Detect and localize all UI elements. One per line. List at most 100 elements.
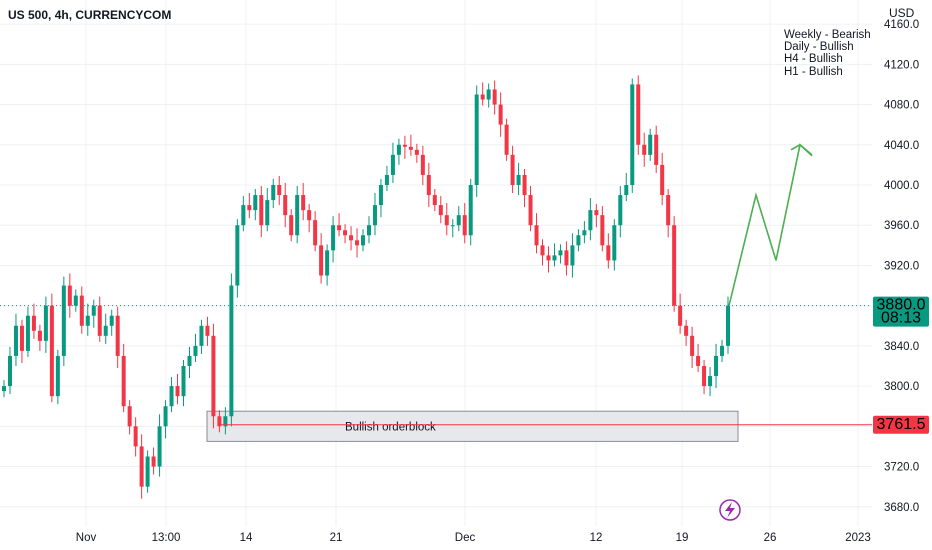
bullish-orderblock-zone[interactable]: Bullish orderblock — [206, 410, 739, 442]
candle-body — [301, 195, 306, 211]
candle-body — [708, 376, 713, 387]
bias-daily: Daily - Bullish — [784, 41, 854, 54]
candle-body — [361, 235, 366, 246]
candle-body — [229, 285, 234, 417]
time-tick-label: Dec — [455, 532, 476, 544]
candle-body — [25, 315, 30, 351]
candle-body — [606, 245, 611, 261]
candle-body — [289, 215, 294, 236]
candle-body — [253, 195, 258, 211]
candle-body — [522, 174, 527, 196]
candle-body — [55, 355, 60, 397]
currency-label: USD — [889, 6, 915, 20]
price-tick-label: 3800.0 — [884, 381, 919, 393]
candle-body — [528, 195, 533, 226]
candle-body — [474, 94, 479, 185]
candle-body — [582, 230, 587, 236]
candle-body — [624, 185, 629, 196]
orderblock-label: Bullish orderblock — [345, 421, 436, 433]
candle-body — [390, 154, 395, 175]
candle-body — [2, 386, 6, 392]
candle-body — [313, 220, 318, 246]
candle-body — [193, 345, 198, 356]
candle-body — [396, 144, 401, 155]
price-tick-label: 4160.0 — [884, 19, 919, 31]
candle-body — [241, 205, 246, 226]
price-tags: 3880.008:13 3761.5 — [873, 296, 929, 434]
candle-body — [157, 426, 162, 467]
projection-arrowhead — [790, 143, 813, 157]
candle-body — [408, 146, 413, 150]
candle-body — [247, 205, 252, 211]
candlestick-series — [2, 75, 730, 499]
candle-body — [121, 355, 126, 407]
orderblock-rect — [206, 410, 739, 442]
candle-body — [366, 225, 371, 236]
candle-body — [432, 195, 437, 206]
candle-body — [175, 386, 180, 397]
candle-body — [486, 89, 491, 100]
candle-body — [618, 195, 623, 226]
candle-body — [666, 195, 671, 226]
flash-badge[interactable] — [719, 499, 741, 521]
candle-body — [79, 295, 84, 326]
candle-body — [504, 124, 509, 155]
candle-body — [13, 325, 18, 356]
time-tick-label: Nov — [76, 532, 97, 544]
bias-weekly: Weekly - Bearish — [784, 29, 871, 41]
candle-body — [277, 185, 282, 196]
candle-body — [331, 225, 336, 251]
candle-body — [355, 240, 360, 246]
candle-body — [426, 174, 431, 196]
candle-body — [594, 210, 599, 216]
time-tick-label: 19 — [676, 532, 689, 544]
time-tick-label: 13:00 — [152, 532, 181, 544]
candle-body — [235, 225, 240, 286]
price-tick-label: 3920.0 — [884, 260, 919, 272]
candle-body — [307, 210, 312, 221]
candle-body — [337, 225, 342, 231]
candle-body — [516, 174, 521, 185]
candle-body — [492, 89, 497, 105]
candle-body — [271, 185, 276, 201]
price-tick-label: 4000.0 — [884, 180, 919, 192]
candle-body — [600, 215, 605, 246]
candle-body — [702, 365, 707, 387]
candle-body — [450, 225, 455, 227]
candle-body — [67, 285, 72, 306]
candle-body — [726, 305, 730, 346]
projection-path — [728, 143, 813, 306]
candle-body — [546, 255, 551, 261]
time-axis[interactable]: Nov 13:00 14 21 Dec 12 19 26 2023 — [76, 532, 871, 544]
candle-body — [259, 195, 264, 226]
candle-body — [343, 230, 348, 236]
candle-body — [444, 215, 449, 226]
candle-body — [97, 305, 102, 336]
candle-body — [43, 305, 48, 341]
candle-body — [552, 255, 557, 261]
current-price-tag — [873, 296, 929, 327]
candle-body — [510, 154, 515, 185]
candle-body — [378, 185, 383, 206]
candle-body — [414, 149, 419, 155]
price-axis[interactable]: 4160.0 4120.0 4080.0 4040.0 4000.0 3960.0 3920… — [884, 19, 919, 514]
price-tick-label: 3960.0 — [884, 220, 919, 232]
candle-body — [678, 305, 683, 326]
candle-body — [648, 134, 653, 155]
candle-body — [85, 315, 90, 326]
level-price-tag — [873, 415, 929, 434]
candle-body — [480, 94, 485, 100]
candle-body — [37, 330, 42, 341]
candle-body — [564, 250, 569, 266]
candle-body — [690, 335, 695, 356]
candle-body — [19, 325, 24, 351]
price-tick-label: 3680.0 — [884, 502, 919, 514]
candle-body — [612, 225, 617, 261]
bias-h1: H1 - Bullish — [784, 65, 843, 78]
bias-notes: Weekly - Bearish Daily - Bullish H4 - Bu… — [784, 29, 871, 78]
candle-body — [630, 84, 635, 185]
time-tick-label: 21 — [330, 532, 343, 544]
candle-body — [636, 84, 641, 145]
candle-body — [49, 305, 54, 397]
